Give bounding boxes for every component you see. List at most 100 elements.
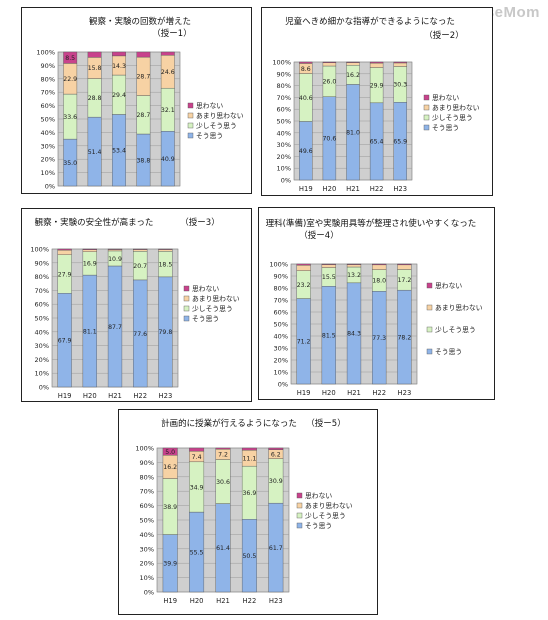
data-label: 79.8: [159, 329, 173, 336]
bar-segment: [397, 263, 412, 266]
data-label: 81.0: [346, 130, 360, 137]
data-label: 36.9: [243, 490, 257, 497]
y-tick-label: 50%: [274, 321, 288, 329]
chart-panel-5: 計画的に授業が行えるようになった （授ー5） 0% 10% 20% 30% 40% 50% 60…: [118, 409, 378, 615]
bar-segment: [82, 249, 97, 252]
y-tick-label: 90%: [41, 62, 55, 70]
data-label: 87.7: [108, 324, 122, 331]
y-tick-label: 80%: [274, 285, 288, 293]
bar-segment: [57, 249, 72, 255]
data-label: 20.7: [133, 263, 147, 270]
data-label: 27.9: [58, 271, 72, 278]
data-label: 26.0: [323, 79, 337, 86]
chart-code: （授ー2）: [424, 30, 463, 41]
bar-segment: [63, 51, 78, 64]
y-tick-label: 70%: [41, 89, 55, 97]
legend-swatch: [183, 305, 190, 312]
chart-title: 計画的に授業が行えるようになった: [161, 418, 297, 429]
bar-segment: [369, 62, 384, 68]
bar-segment: [321, 264, 336, 268]
data-label: 39.9: [163, 561, 177, 568]
data-label: 84.3: [347, 331, 361, 338]
data-label: 38.9: [163, 504, 177, 511]
data-label: 16.9: [83, 261, 97, 268]
y-tick-label: 100%: [272, 59, 291, 67]
legend-swatch: [296, 522, 303, 529]
x-tick-label: H23: [159, 392, 173, 400]
y-tick-label: 60%: [35, 301, 49, 309]
y-tick-label: 50%: [140, 517, 154, 525]
y-tick-label: 40%: [274, 333, 288, 341]
data-label: 28.8: [88, 95, 102, 102]
legend-swatch: [187, 122, 194, 129]
data-label: 65.9: [393, 138, 407, 145]
x-tick-label: H21: [108, 392, 122, 400]
data-label: 40.9: [161, 156, 175, 163]
x-tick-label: H20: [83, 392, 97, 400]
data-label: 71.2: [297, 339, 311, 346]
x-tick-label: H22: [372, 389, 386, 397]
y-tick-label: 70%: [277, 94, 291, 102]
y-tick-label: 10%: [35, 370, 49, 378]
y-tick-label: 50%: [35, 315, 49, 323]
bar-segment: [369, 61, 384, 64]
chart-panel-2: 児童へきめ細かな指導ができるようになった （授ー2） 0% 10% 20% 30% 40% 5…: [261, 7, 493, 196]
data-label: 38.8: [137, 157, 151, 164]
y-tick-label: 40%: [41, 129, 55, 137]
chart-code: （授ー3）: [180, 217, 219, 228]
x-tick-label: H22: [370, 185, 384, 193]
legend-swatch: [183, 295, 190, 302]
chart-title: 児童へきめ細かな指導ができるようになった: [285, 16, 455, 27]
bar-segment: [107, 249, 123, 252]
x-tick-label: H22: [137, 191, 151, 192]
y-tick-label: 100%: [269, 261, 288, 269]
x-tick-label: H19: [63, 191, 77, 192]
legend-label: 思わない: [305, 492, 332, 500]
x-tick-label: H20: [88, 191, 102, 192]
data-label: 77.3: [372, 335, 386, 342]
bar-segment: [241, 447, 257, 451]
stacked-bar-chart-1: 観察・実験の回数が増えた（授ー1） 0% 10% 20% 30% 40% 50% 60% 70%…: [36, 16, 244, 192]
legend-swatch: [296, 492, 303, 499]
legend-label: あまり思わない: [196, 112, 244, 120]
data-label: 6.2: [271, 451, 281, 458]
x-tick-label: H20: [322, 389, 336, 397]
data-label: 40.6: [299, 95, 313, 102]
data-label: 8.6: [301, 66, 311, 73]
y-tick-label: 10%: [274, 369, 288, 377]
y-tick-label: 10%: [277, 165, 291, 173]
data-label: 29.9: [370, 82, 384, 89]
bar-segment: [136, 51, 151, 58]
chart-panel-4: 理科(準備)室や実験用具等が整理され使いやすくなった （授ー4） 0% 10% 20% 3…: [258, 207, 495, 400]
data-label: 50.5: [243, 553, 257, 560]
data-label: 61.4: [216, 545, 230, 552]
y-tick-label: 100%: [135, 445, 154, 453]
bar-segment: [393, 61, 407, 64]
data-label: 67.9: [58, 337, 72, 344]
data-label: 5.0: [165, 449, 175, 456]
x-tick-label: H19: [299, 185, 313, 193]
data-label: 11.1: [243, 455, 257, 462]
data-label: 61.7: [269, 545, 283, 552]
data-label: 28.7: [137, 74, 151, 81]
y-tick-label: 100%: [30, 246, 49, 254]
data-label: 15.5: [322, 274, 336, 281]
bar-segment: [393, 62, 407, 67]
y-tick-label: 0%: [281, 177, 291, 185]
data-label: 28.7: [137, 112, 151, 119]
x-tick-label: H20: [190, 597, 204, 605]
x-tick-label: H19: [163, 597, 177, 605]
y-tick-label: 90%: [140, 459, 154, 467]
legend-swatch: [423, 114, 430, 121]
y-tick-label: 40%: [140, 531, 154, 539]
y-tick-label: 50%: [41, 116, 55, 124]
data-label: 81.5: [322, 332, 336, 339]
data-label: 53.4: [112, 148, 126, 155]
legend-label: そう思う: [435, 348, 462, 356]
x-tick-label: H23: [161, 191, 175, 192]
y-tick-label: 30%: [41, 142, 55, 150]
bar-segment: [321, 263, 336, 265]
